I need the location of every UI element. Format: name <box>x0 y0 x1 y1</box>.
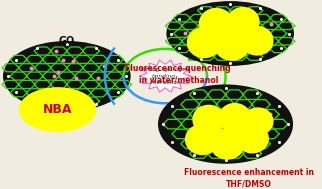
Ellipse shape <box>193 105 225 134</box>
Polygon shape <box>139 60 191 92</box>
Ellipse shape <box>237 124 268 153</box>
Ellipse shape <box>187 28 221 58</box>
Ellipse shape <box>243 108 273 135</box>
Ellipse shape <box>159 85 292 163</box>
Ellipse shape <box>211 129 244 159</box>
Ellipse shape <box>167 2 293 65</box>
Ellipse shape <box>4 42 130 111</box>
Ellipse shape <box>214 29 250 60</box>
Ellipse shape <box>200 9 233 39</box>
Text: Strong hydrogen
bonding,
interaction: Strong hydrogen bonding, interaction <box>140 67 190 85</box>
Text: GO: GO <box>59 36 75 46</box>
Polygon shape <box>185 91 201 110</box>
Text: Fluorescence enhancement in
THF/DMSO: Fluorescence enhancement in THF/DMSO <box>184 168 314 189</box>
Ellipse shape <box>219 104 251 132</box>
Ellipse shape <box>185 125 219 154</box>
Polygon shape <box>193 44 208 61</box>
Ellipse shape <box>227 8 259 36</box>
Polygon shape <box>191 91 206 110</box>
Polygon shape <box>187 44 202 61</box>
Ellipse shape <box>241 27 273 55</box>
Ellipse shape <box>20 88 96 131</box>
Text: NBA: NBA <box>43 103 72 116</box>
Text: Fluorescence quenching
in water/methanol: Fluorescence quenching in water/methanol <box>125 64 231 84</box>
